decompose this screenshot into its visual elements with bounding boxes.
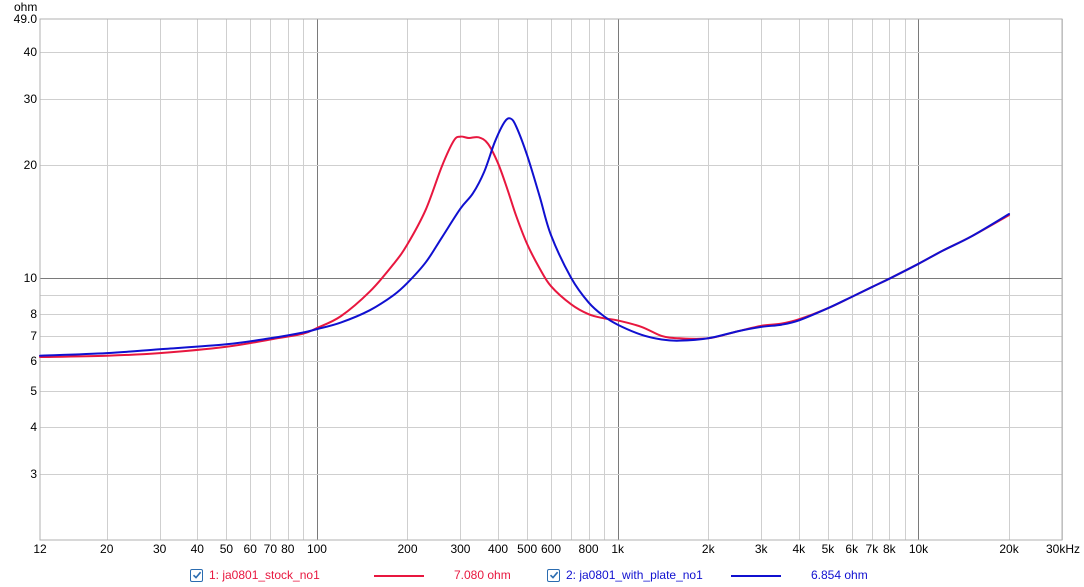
x-tick-label: 70 bbox=[264, 542, 278, 556]
legend: 1: ja0801_stock_no1 7.080 ohm 2: ja0801_… bbox=[0, 565, 1084, 587]
x-tick-label: 30kHz bbox=[1046, 542, 1080, 556]
y-tick-label: 30 bbox=[24, 92, 38, 106]
y-tick-label: 40 bbox=[24, 45, 38, 59]
y-tick-label: 10 bbox=[24, 271, 38, 285]
y-tick-labels: 3 4 5 6 7 8 10 20 30 40 49.0 bbox=[14, 12, 38, 481]
legend-series-1-label: 1: ja0801_stock_no1 bbox=[209, 568, 320, 582]
x-tick-label: 400 bbox=[488, 542, 508, 556]
legend-item-2[interactable]: 2: ja0801_with_plate_no1 bbox=[547, 565, 703, 585]
plot-frame bbox=[39, 18, 1063, 541]
legend-series-2-swatch bbox=[731, 575, 781, 577]
x-tick-label: 6k bbox=[845, 542, 859, 556]
x-tick-label: 8k bbox=[883, 542, 897, 556]
grid-lines bbox=[40, 19, 1063, 540]
series-2-line bbox=[39, 117, 1011, 357]
x-tick-label: 3k bbox=[755, 542, 769, 556]
checkbox-checked-icon[interactable] bbox=[190, 568, 203, 582]
x-tick-label: 40 bbox=[191, 542, 205, 556]
x-tick-label: 30 bbox=[153, 542, 167, 556]
y-tick-label: 8 bbox=[30, 307, 37, 321]
x-tick-label: 500 bbox=[517, 542, 537, 556]
x-tick-label: 200 bbox=[397, 542, 417, 556]
y-tick-label: 5 bbox=[30, 384, 37, 398]
x-tick-label: 5k bbox=[822, 542, 836, 556]
x-tick-label: 100 bbox=[307, 542, 327, 556]
series-lines bbox=[39, 117, 1011, 359]
y-tick-label: 7 bbox=[30, 329, 37, 343]
series-1-line bbox=[39, 135, 1011, 359]
x-tick-label: 1k bbox=[611, 542, 625, 556]
y-tick-label: 4 bbox=[30, 420, 37, 434]
y-axis-unit-label: ohm bbox=[14, 0, 37, 14]
x-tick-label: 12 bbox=[33, 542, 47, 556]
x-tick-label: 80 bbox=[281, 542, 295, 556]
y-tick-label: 3 bbox=[30, 467, 37, 481]
y-tick-label: 49.0 bbox=[14, 12, 38, 26]
x-tick-label: 800 bbox=[579, 542, 599, 556]
x-tick-label: 4k bbox=[792, 542, 806, 556]
x-tick-label: 10k bbox=[909, 542, 929, 556]
legend-series-2-value: 6.854 ohm bbox=[811, 568, 868, 582]
x-tick-labels: 12 20 30 40 50 60 70 80 100 200 300 400 500 600 800 1k 2… bbox=[33, 542, 1080, 556]
x-tick-label: 300 bbox=[450, 542, 470, 556]
x-tick-label: 20 bbox=[100, 542, 114, 556]
x-tick-label: 60 bbox=[244, 542, 258, 556]
y-tick-label: 20 bbox=[24, 158, 38, 172]
x-tick-label: 2k bbox=[702, 542, 716, 556]
x-tick-label: 50 bbox=[220, 542, 234, 556]
x-tick-label: 600 bbox=[541, 542, 561, 556]
x-tick-label: 20k bbox=[999, 542, 1019, 556]
x-tick-label: 7k bbox=[866, 542, 880, 556]
impedance-chart: 3 4 5 6 7 8 10 20 30 40 49.0 12 20 30 40 50 60 70 80 100 20… bbox=[14, 0, 1080, 556]
legend-series-1-value: 7.080 ohm bbox=[454, 568, 511, 582]
checkbox-checked-icon[interactable] bbox=[547, 568, 560, 582]
legend-series-1-swatch bbox=[374, 575, 424, 577]
legend-item-1[interactable]: 1: ja0801_stock_no1 bbox=[190, 565, 320, 585]
legend-series-2-label: 2: ja0801_with_plate_no1 bbox=[566, 568, 703, 582]
y-tick-label: 6 bbox=[30, 354, 37, 368]
